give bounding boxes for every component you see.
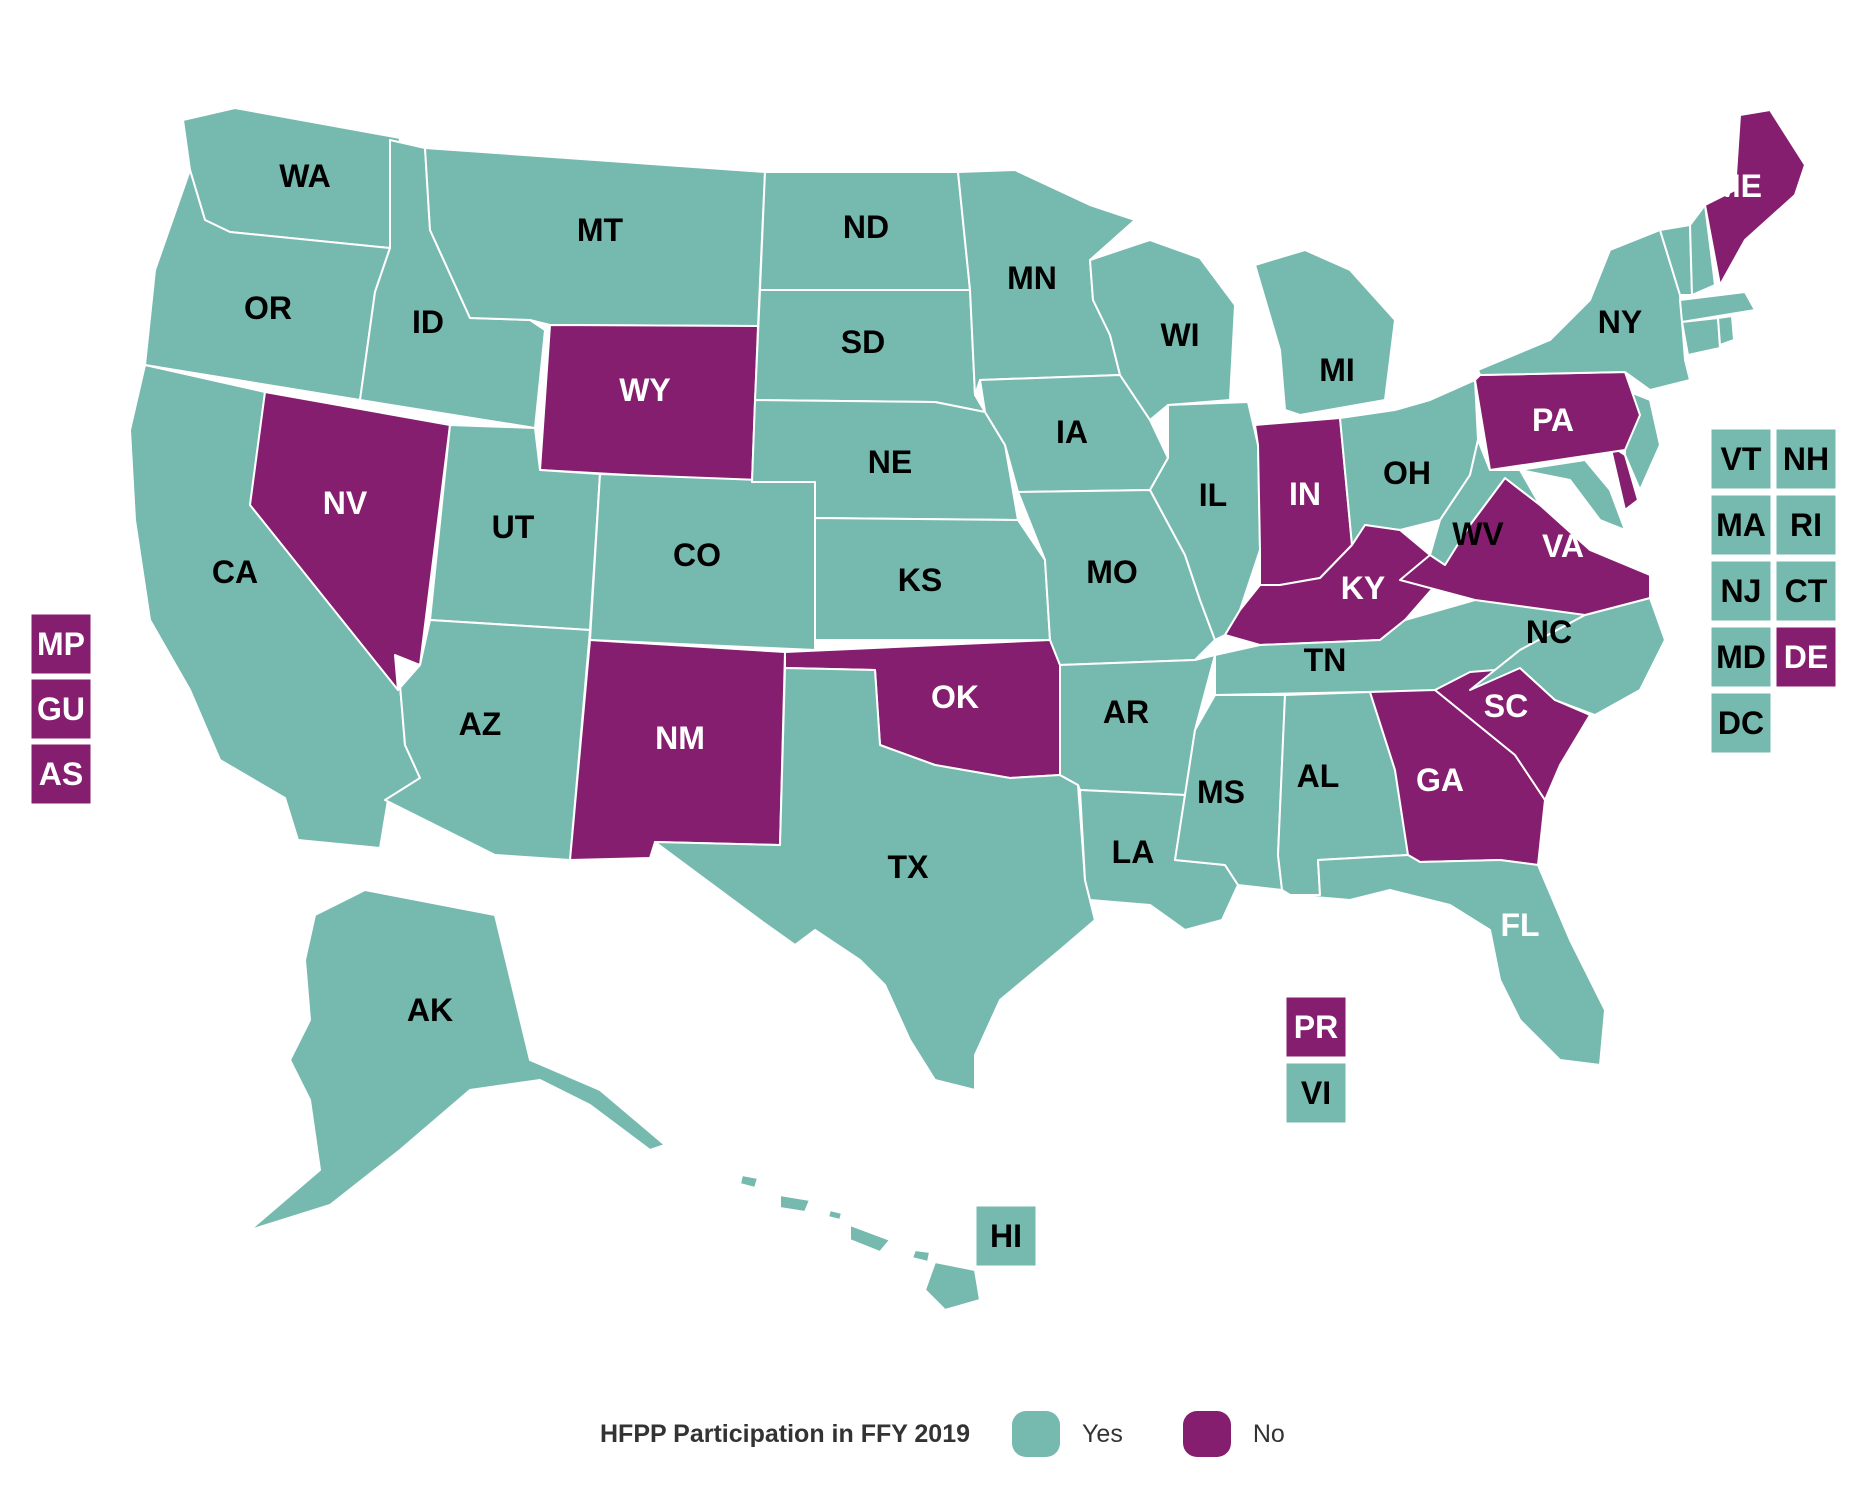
box-label-pr: PR [1294,1009,1338,1045]
box-label-md: MD [1716,639,1766,675]
box-label-vt: VT [1721,441,1762,477]
legend-item-yes: Yes [1012,1411,1123,1457]
state-label-tn: TN [1304,642,1347,678]
box-label-ma: MA [1716,507,1766,543]
state-label-ut: UT [492,509,535,545]
state-label-mn: MN [1007,260,1057,296]
state-label-mi: MI [1319,352,1355,388]
box-label-gu: GU [37,691,85,727]
state-label-wv: WV [1452,516,1504,552]
state-ma [1679,291,1756,323]
box-label-mp: MP [37,626,85,662]
box-hi [973,1203,1039,1269]
state-label-ga: GA [1416,762,1464,798]
box-ct [1773,558,1839,624]
state-label-ms: MS [1197,774,1245,810]
box-ri [1773,492,1839,558]
state-label-pa: PA [1532,402,1574,438]
box-label-dc: DC [1718,705,1764,741]
box-gu [28,676,94,742]
state-label-mo: MO [1086,554,1138,590]
state-ny [1477,229,1691,391]
box-dc [1708,690,1774,756]
state-label-va: VA [1542,528,1584,564]
state-label-nv: NV [323,485,368,521]
state-label-nc: NC [1526,614,1572,650]
state-label-wi: WI [1160,317,1199,353]
state-md [1519,459,1626,531]
box-nh [1773,426,1839,492]
state-label-in: IN [1289,476,1321,512]
state-label-ak: AK [407,992,453,1028]
state-mi [1254,249,1396,416]
state-me [1704,109,1806,286]
state-label-nd: ND [843,209,889,245]
state-fl [1289,854,1606,1066]
state-label-wa: WA [279,158,331,194]
state-label-ne: NE [868,444,912,480]
state-label-co: CO [673,537,721,573]
legend-title: HFPP Participation in FFY 2019 [600,1419,971,1448]
state-label-ok: OK [931,679,979,715]
state-label-wy: WY [619,372,671,408]
state-label-me: ME [1714,168,1762,204]
state-tx [654,667,1096,1091]
hawaii-island-1 [911,1249,931,1263]
state-ak [249,889,666,1231]
state-label-al: AL [1297,758,1340,794]
state-sc [1434,667,1591,801]
state-label-ar: AR [1103,694,1149,730]
box-label-ct: CT [1785,573,1828,609]
box-label-ri: RI [1790,507,1822,543]
state-label-mt: MT [577,212,624,248]
state-label-ky: KY [1341,570,1385,606]
hawaii-island-2 [739,1174,759,1189]
state-label-sd: SD [841,324,885,360]
state-label-ny: NY [1598,304,1642,340]
legend-swatch-no [1182,1411,1231,1457]
box-vi [1283,1060,1349,1126]
box-label-de: DE [1784,639,1828,675]
state-label-la: LA [1112,834,1155,870]
box-label-nj: NJ [1721,573,1762,609]
state-hi [779,1194,981,1311]
legend-swatch-yes [1012,1411,1061,1457]
state-nc [1469,597,1666,716]
state-label-nm: NM [655,720,705,756]
hawaii-island-3 [827,1209,843,1221]
state-label-sc: SC [1484,688,1528,724]
legend: HFPP Participation in FFY 2019 Yes No [600,1402,1319,1466]
box-nj [1708,558,1774,624]
legend-item-no: No [1182,1411,1285,1457]
box-as [28,741,94,807]
box-md [1708,624,1774,690]
state-label-ca: CA [212,554,258,590]
legend-label-no: No [1252,1419,1285,1448]
box-label-as: AS [39,756,83,792]
state-ct [1681,317,1721,356]
state-label-ia: IA [1056,414,1088,450]
box-vt [1708,426,1774,492]
state-label-az: AZ [459,706,502,742]
state-label-oh: OH [1383,455,1431,491]
box-mp [28,611,94,677]
state-wv [1429,439,1541,566]
state-label-tx: TX [888,849,930,885]
state-label-ks: KS [898,562,942,598]
box-label-vi: VI [1301,1075,1331,1111]
box-label-hi: HI [990,1218,1022,1254]
box-label-nh: NH [1783,441,1829,477]
state-ri [1717,315,1735,346]
state-label-id: ID [412,304,444,340]
state-label-or: OR [244,290,292,326]
state-label-il: IL [1199,477,1227,513]
state-label-fl: FL [1500,907,1539,943]
box-pr [1283,994,1349,1060]
box-de [1773,624,1839,690]
state-nh [1689,204,1716,296]
legend-label-yes: Yes [1082,1419,1123,1448]
box-ma [1708,492,1774,558]
